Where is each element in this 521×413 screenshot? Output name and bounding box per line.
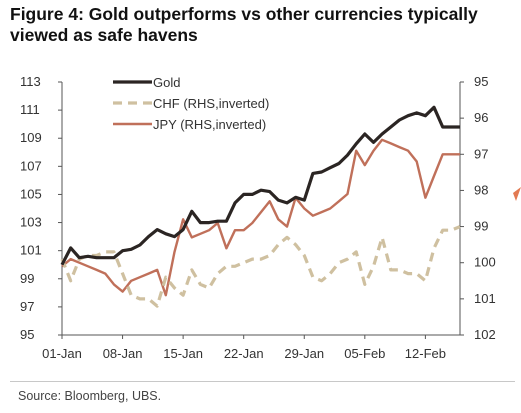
jpy-line xyxy=(61,138,460,297)
legend-label-chf: CHF (RHS,inverted) xyxy=(153,96,269,111)
y-left-tick-label: 107 xyxy=(20,158,42,173)
chart-series xyxy=(60,105,461,308)
chart-axes xyxy=(61,82,461,336)
x-tick-label: 05-Feb xyxy=(344,346,385,361)
source-divider xyxy=(10,381,515,382)
y-left-tick-label: 109 xyxy=(20,130,42,145)
legend-label-gold: Gold xyxy=(153,75,180,90)
source-note: Source: Bloomberg, UBS. xyxy=(18,389,162,403)
y-right-tick-label: 98 xyxy=(474,182,488,197)
x-tick-label: 15-Jan xyxy=(163,346,203,361)
chart-legend: Gold CHF (RHS,inverted) JPY (RHS,inverted) xyxy=(113,75,269,132)
y-left-tick-label: 105 xyxy=(20,186,42,201)
y-right-tick-label: 99 xyxy=(474,219,488,234)
x-tick-label: 01-Jan xyxy=(42,346,82,361)
y-left-tick-label: 101 xyxy=(20,243,42,258)
y-left-tick-label: 99 xyxy=(20,271,34,286)
y-left-tick-label: 103 xyxy=(20,215,42,230)
arrow-mark-icon xyxy=(508,185,521,203)
y-right-tick-label: 95 xyxy=(474,74,488,89)
x-tick-label: 29-Jan xyxy=(284,346,324,361)
y-right-tick-label: 96 xyxy=(474,110,488,125)
figure-title: Figure 4: Gold outperforms vs other curr… xyxy=(10,4,478,45)
legend-label-jpy: JPY (RHS,inverted) xyxy=(153,117,266,132)
y-left-tick-label: 111 xyxy=(20,102,40,117)
gold-line xyxy=(60,105,460,266)
y-right-tick-label: 97 xyxy=(474,146,488,161)
y-right-tick-label: 100 xyxy=(474,255,496,270)
y-left-tick-label: 97 xyxy=(20,299,34,314)
x-tick-label: 22-Jan xyxy=(224,346,264,361)
y-left-tick-label: 95 xyxy=(20,327,34,342)
chart-ticks: 95 97 99 101 103 105 107 109 111 113 95 96 97 98 99 100… xyxy=(20,74,496,361)
x-tick-label: 12-Feb xyxy=(405,346,446,361)
y-right-tick-label: 102 xyxy=(474,327,496,342)
x-tick-label: 08-Jan xyxy=(103,346,143,361)
y-right-tick-label: 101 xyxy=(474,291,496,306)
line-chart: 95 97 99 101 103 105 107 109 111 113 95 96 97 98 99 100… xyxy=(20,74,496,361)
y-left-tick-label: 113 xyxy=(20,74,41,89)
chf-line xyxy=(60,225,461,308)
